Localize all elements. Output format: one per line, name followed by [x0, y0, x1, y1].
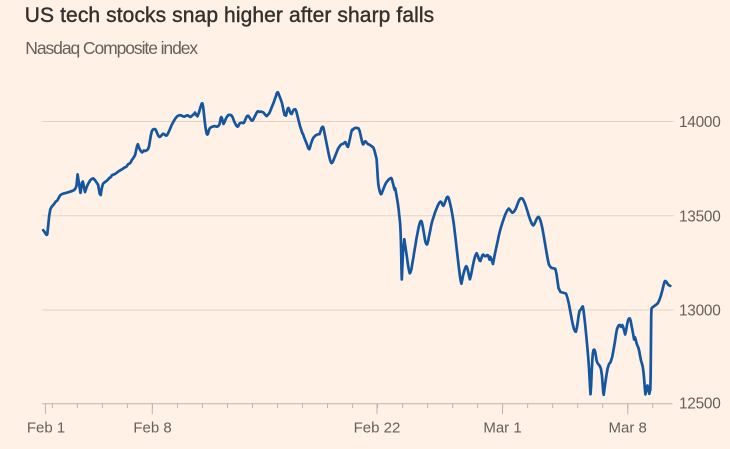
svg-text:14000: 14000 — [679, 114, 721, 131]
svg-text:12500: 12500 — [679, 395, 721, 412]
svg-text:Feb 8: Feb 8 — [133, 419, 171, 436]
svg-text:Mar 1: Mar 1 — [483, 419, 521, 436]
svg-text:Feb 22: Feb 22 — [354, 419, 401, 436]
svg-text:13500: 13500 — [679, 208, 721, 225]
svg-text:13000: 13000 — [679, 303, 721, 320]
svg-text:Mar 8: Mar 8 — [609, 419, 647, 436]
svg-text:Feb 1: Feb 1 — [27, 419, 65, 436]
